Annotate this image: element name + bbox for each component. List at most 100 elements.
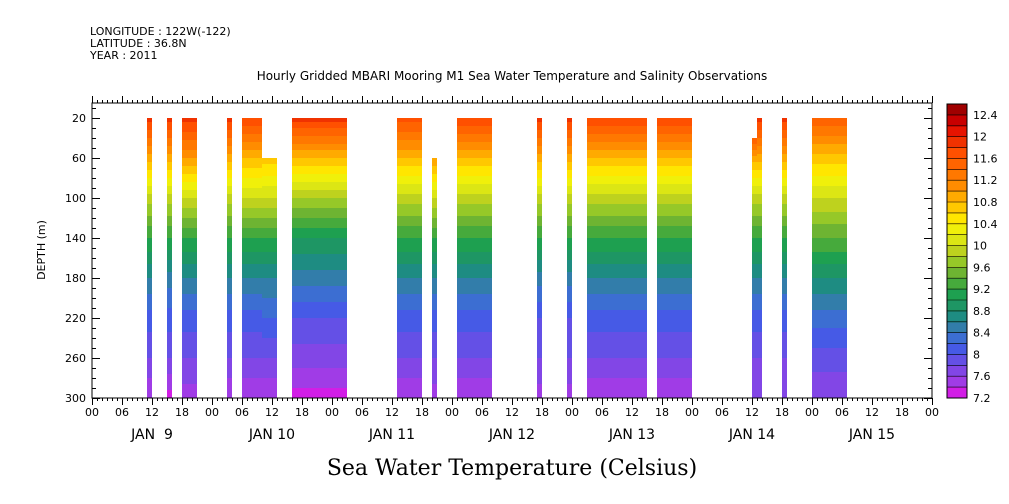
temperature-cell (432, 224, 437, 227)
colorbar-swatch (947, 387, 967, 399)
temperature-cell (537, 142, 542, 145)
temperature-cell (757, 240, 762, 243)
temperature-cell (227, 220, 232, 223)
temperature-cell (182, 256, 197, 259)
temperature-cell (432, 348, 437, 351)
temperature-cell (657, 374, 692, 377)
temperature-cell (537, 198, 542, 201)
temperature-cell (812, 122, 847, 125)
temperature-cell (262, 222, 277, 225)
temperature-cell (657, 176, 692, 179)
temperature-cell (397, 334, 422, 337)
temperature-cell (432, 262, 437, 265)
temperature-cell (457, 306, 492, 309)
temperature-cell (147, 258, 152, 261)
temperature-cell (587, 350, 647, 353)
temperature-cell (567, 292, 572, 295)
temperature-cell (227, 314, 232, 317)
temperature-cell (752, 356, 757, 359)
temperature-cell (397, 336, 422, 339)
temperature-cell (537, 250, 542, 253)
temperature-cell (262, 286, 277, 289)
temperature-cell (657, 246, 692, 249)
temperature-cell (147, 166, 152, 169)
data-column-16 (782, 118, 787, 399)
temperature-cell (182, 354, 197, 357)
temperature-cell (227, 292, 232, 295)
temperature-cell (567, 132, 572, 135)
temperature-cell (457, 226, 492, 229)
temperature-cell (657, 172, 692, 175)
temperature-cell (587, 340, 647, 343)
temperature-cell (182, 314, 197, 317)
temperature-cell (812, 264, 847, 267)
temperature-cell (242, 218, 262, 221)
temperature-cell (397, 124, 422, 127)
temperature-cell (167, 370, 172, 373)
temperature-cell (567, 368, 572, 371)
temperature-cell (752, 242, 757, 245)
temperature-cell (752, 216, 757, 219)
temperature-cell (242, 312, 262, 315)
temperature-cell (812, 182, 847, 185)
temperature-cell (167, 168, 172, 171)
temperature-cell (182, 362, 197, 365)
temperature-cell (292, 316, 347, 319)
temperature-cell (782, 160, 787, 163)
temperature-cell (397, 226, 422, 229)
temperature-cell (227, 188, 232, 191)
temperature-cell (397, 372, 422, 375)
temperature-cell (262, 326, 277, 329)
temperature-cell (242, 122, 262, 125)
temperature-cell (457, 278, 492, 281)
temperature-cell (537, 340, 542, 343)
temperature-cell (757, 388, 762, 391)
temperature-cell (567, 152, 572, 155)
temperature-cell (432, 254, 437, 257)
temperature-cell (782, 396, 787, 399)
temperature-cell (262, 262, 277, 265)
temperature-cell (537, 388, 542, 391)
temperature-cell (292, 118, 347, 121)
temperature-cell (182, 310, 197, 313)
temperature-cell (292, 176, 347, 179)
temperature-cell (782, 218, 787, 221)
temperature-cell (292, 326, 347, 329)
temperature-cell (262, 202, 277, 205)
temperature-cell (657, 376, 692, 379)
temperature-cell (182, 234, 197, 237)
temperature-cell (292, 144, 347, 147)
temperature-cell (752, 302, 757, 305)
temperature-cell (757, 212, 762, 215)
temperature-cell (752, 326, 757, 329)
x-hour-tick-label: 12 (385, 406, 399, 419)
temperature-cell (457, 300, 492, 303)
temperature-cell (812, 380, 847, 383)
temperature-cell (227, 378, 232, 381)
temperature-cell (242, 386, 262, 389)
temperature-cell (457, 246, 492, 249)
temperature-cell (757, 334, 762, 337)
temperature-cell (587, 180, 647, 183)
temperature-cell (587, 178, 647, 181)
temperature-cell (752, 294, 757, 297)
temperature-cell (242, 288, 262, 291)
temperature-cell (567, 232, 572, 235)
x-day-label: JAN 14 (728, 427, 775, 443)
colorbar-swatch (947, 212, 967, 225)
temperature-cell (657, 210, 692, 213)
temperature-cell (432, 358, 437, 361)
temperature-cell (147, 254, 152, 257)
temperature-cell (147, 390, 152, 393)
temperature-cell (587, 226, 647, 229)
temperature-cell (812, 210, 847, 213)
temperature-cell (147, 338, 152, 341)
temperature-cell (262, 180, 277, 183)
temperature-cell (262, 304, 277, 307)
temperature-cell (657, 220, 692, 223)
temperature-cell (182, 118, 197, 121)
temperature-cell (292, 358, 347, 361)
colorbar-swatch (947, 147, 967, 159)
temperature-cell (537, 320, 542, 323)
temperature-cell (292, 394, 347, 397)
